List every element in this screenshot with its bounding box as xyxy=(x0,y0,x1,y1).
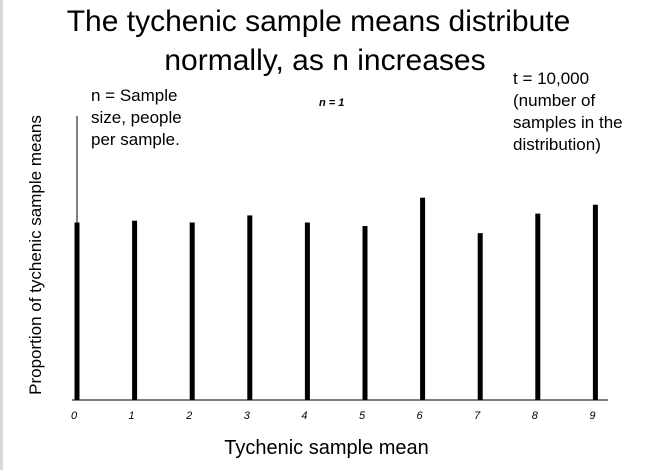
x-tick-label-2: 2 xyxy=(185,410,192,422)
bar-6 xyxy=(420,197,426,400)
x-tick-label-7: 7 xyxy=(474,410,481,422)
sample-size-note: n = Sample size, people per sample. xyxy=(91,86,182,149)
bar-2 xyxy=(189,222,195,400)
sample-count-note: t = 10,000 (number of samples in the dis… xyxy=(513,69,623,154)
chart-title-line-1: The tychenic sample means distribute xyxy=(66,5,571,38)
panel-label: n = 1 xyxy=(319,97,345,109)
bar-4 xyxy=(304,222,310,400)
x-tick-label-4: 4 xyxy=(301,410,307,422)
page-edge xyxy=(0,0,3,470)
chart-title-line-2: normally, as n increases xyxy=(164,44,486,77)
x-tick-label-8: 8 xyxy=(532,410,539,422)
bar-3 xyxy=(247,215,253,400)
bar-5 xyxy=(362,226,368,400)
x-tick-label-0: 0 xyxy=(71,410,78,422)
x-tick-label-9: 9 xyxy=(589,410,595,422)
x-tick-label-3: 3 xyxy=(244,410,251,422)
bar-0 xyxy=(74,222,80,400)
bar-7 xyxy=(477,233,483,400)
bar-8 xyxy=(535,213,541,400)
x-tick-label-6: 6 xyxy=(417,410,424,422)
x-tick-label-1: 1 xyxy=(129,410,135,422)
bar-1 xyxy=(132,220,138,400)
x-axis-label: Tychenic sample mean xyxy=(224,437,429,459)
x-tick-label-5: 5 xyxy=(359,410,366,422)
bar-9 xyxy=(592,204,598,400)
